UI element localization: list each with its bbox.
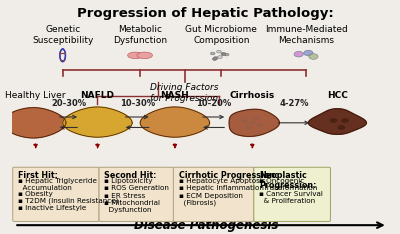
Text: ▪ Cancer Survival
  & Proliferation: ▪ Cancer Survival & Proliferation [259, 190, 323, 204]
Text: Second Hit:: Second Hit: [104, 171, 157, 180]
Circle shape [304, 50, 313, 56]
Text: First Hit:: First Hit: [18, 171, 58, 180]
Text: ▪ ER Stress: ▪ ER Stress [104, 193, 146, 199]
Circle shape [337, 125, 345, 130]
Circle shape [253, 116, 259, 120]
Text: ▪ Obesity: ▪ Obesity [18, 190, 53, 197]
Text: ▪ ECM Deposition
  (Fibrosis): ▪ ECM Deposition (Fibrosis) [179, 193, 243, 206]
Circle shape [341, 118, 349, 123]
Text: ▪ ROS Generation: ▪ ROS Generation [104, 185, 169, 191]
Text: Driving Factors
for Progression: Driving Factors for Progression [150, 83, 219, 103]
Text: 10-20%: 10-20% [196, 99, 231, 108]
Text: 10-30%: 10-30% [120, 99, 155, 108]
Text: HCC: HCC [327, 91, 348, 99]
Text: ▪ Mitochondrial
  Dysfunction: ▪ Mitochondrial Dysfunction [104, 200, 160, 213]
Text: Healthy Liver: Healthy Liver [5, 91, 66, 99]
Polygon shape [140, 107, 210, 137]
Text: Immune-Mediated
Mechanisms: Immune-Mediated Mechanisms [265, 25, 348, 44]
Text: Gut Microbiome
Composition: Gut Microbiome Composition [185, 25, 257, 44]
FancyBboxPatch shape [99, 167, 174, 221]
Circle shape [221, 53, 226, 56]
Polygon shape [308, 109, 366, 134]
FancyBboxPatch shape [173, 167, 254, 221]
Circle shape [210, 52, 215, 55]
Polygon shape [63, 107, 132, 137]
Text: NASH: NASH [160, 91, 189, 99]
Circle shape [214, 57, 218, 59]
Circle shape [212, 58, 217, 60]
Text: ▪ Inactive Lifestyle: ▪ Inactive Lifestyle [18, 205, 86, 211]
Text: ▪ T2DM (Insulin Resistance): ▪ T2DM (Insulin Resistance) [18, 198, 119, 205]
Text: ▪ Lipotoxicity: ▪ Lipotoxicity [104, 178, 153, 184]
Circle shape [218, 56, 222, 58]
Text: ▪ Hepatocyte Apoptosis: ▪ Hepatocyte Apoptosis [179, 178, 265, 184]
Polygon shape [229, 109, 280, 136]
Text: Cirrhotic Progression:: Cirrhotic Progression: [179, 171, 278, 180]
Polygon shape [2, 108, 66, 138]
Text: Cirrhosis: Cirrhosis [230, 91, 275, 99]
Text: 4-27%: 4-27% [279, 99, 309, 108]
Circle shape [330, 118, 337, 123]
Text: 20-30%: 20-30% [51, 99, 86, 108]
Text: Neoplastic
Progression:: Neoplastic Progression: [259, 171, 317, 190]
Circle shape [249, 121, 255, 125]
Circle shape [224, 53, 229, 56]
Text: Progression of Hepatic Pathology:: Progression of Hepatic Pathology: [78, 7, 334, 19]
Text: Disease Pathogenesis: Disease Pathogenesis [134, 219, 278, 232]
Text: NAFLD: NAFLD [80, 91, 114, 99]
Text: Genetic
Susceptibility: Genetic Susceptibility [32, 25, 93, 44]
Circle shape [309, 54, 318, 59]
Text: ▪ Hepatic Inflammation: ▪ Hepatic Inflammation [179, 185, 264, 191]
FancyBboxPatch shape [13, 167, 99, 221]
Text: ▪ Oncogenic
  Transformation: ▪ Oncogenic Transformation [259, 178, 318, 191]
Circle shape [216, 50, 221, 53]
Circle shape [242, 119, 248, 122]
Circle shape [294, 51, 303, 57]
Ellipse shape [137, 52, 152, 58]
Text: Metabolic
Dysfunction: Metabolic Dysfunction [113, 25, 167, 44]
FancyBboxPatch shape [254, 167, 330, 221]
Circle shape [257, 123, 263, 127]
Text: ▪ Hepatic Triglyceride
  Accumulation: ▪ Hepatic Triglyceride Accumulation [18, 178, 97, 191]
Circle shape [245, 126, 252, 129]
Ellipse shape [128, 52, 143, 58]
Circle shape [221, 52, 226, 55]
